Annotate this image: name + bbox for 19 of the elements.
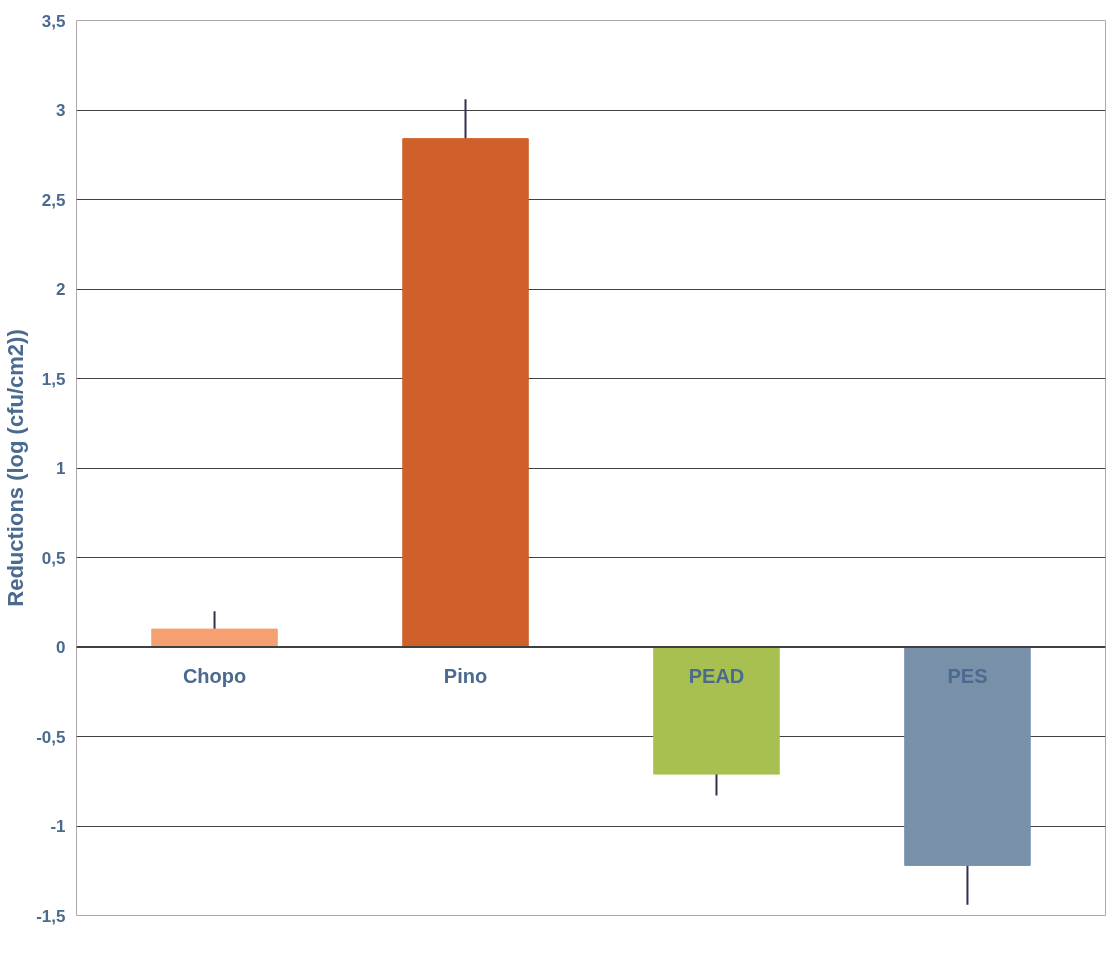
y-tick-label: 3 [56,101,66,120]
y-tick-label: 1,5 [41,369,66,389]
x-tick-label: Pino [443,665,488,687]
bar [151,628,278,648]
x-tick-label: Chopo [182,665,247,687]
y-tick-label: 0,5 [41,548,66,568]
bar [904,646,1031,866]
y-tick-label: -0,5 [36,727,66,747]
bar [402,138,529,648]
y-tick-label: 0 [56,638,66,657]
bar [653,646,780,775]
y-tick-label: 3,5 [41,11,66,31]
y-tick-label: -1 [50,817,66,836]
y-axis-title: Reductions (log (cfu/cm2)) [3,329,29,607]
x-tick-label: PEAD [688,665,745,687]
y-tick-label: -1,5 [36,906,66,926]
y-tick-label: 2,5 [41,190,66,210]
y-tick-label: 2 [56,280,66,299]
y-tick-label: 1 [56,459,66,478]
